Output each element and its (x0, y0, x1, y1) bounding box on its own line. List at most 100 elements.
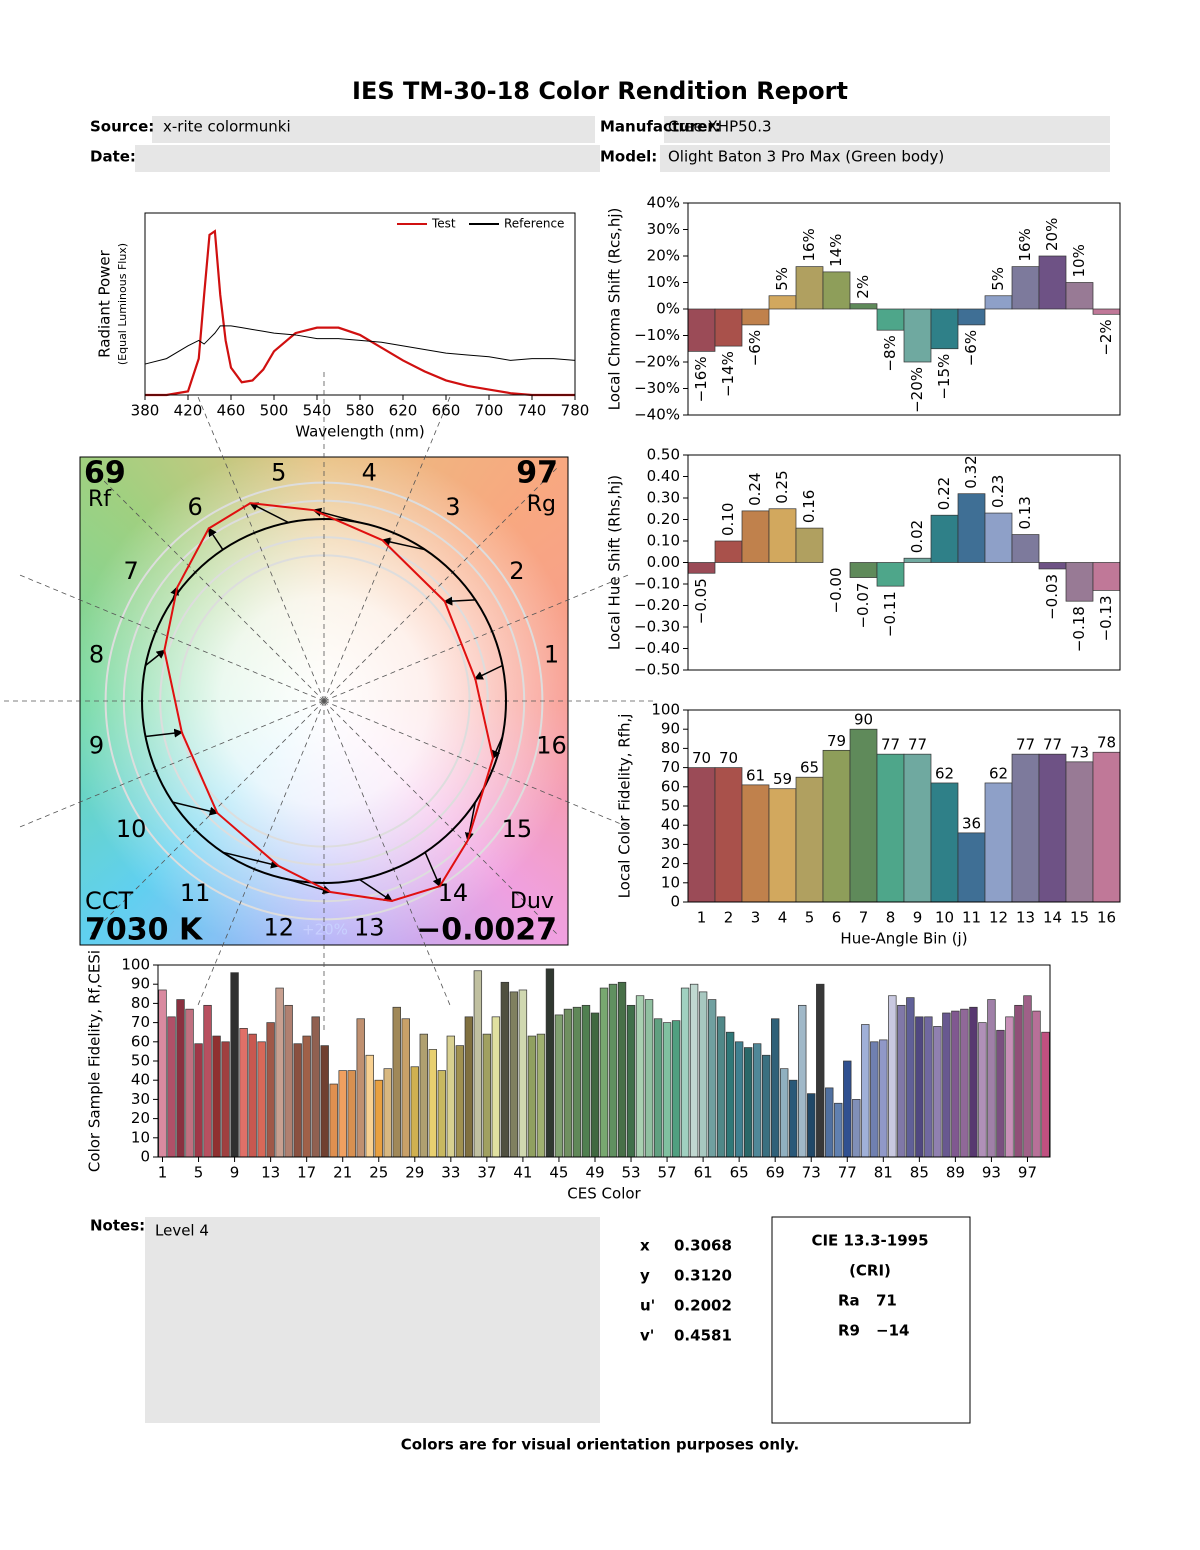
bar (903, 557, 932, 563)
bar (1005, 1016, 1014, 1158)
bar (383, 1068, 392, 1158)
field-label: Source: (90, 118, 154, 136)
x-tick-label: 14 (1043, 909, 1062, 927)
chroma-label: y (640, 1267, 650, 1285)
value-label: 77 (1016, 736, 1035, 754)
ring-label: +20% (302, 921, 348, 939)
x-tick-label: 11 (962, 909, 981, 927)
bar (714, 308, 743, 347)
y-tick-label: 40 (661, 816, 680, 834)
value-label: −0.11 (881, 591, 899, 637)
value-label: 59 (773, 770, 792, 788)
value-label: 61 (746, 766, 765, 784)
x-tick-label: 500 (260, 402, 289, 420)
bar (257, 1041, 266, 1158)
title: IES TM-30-18 Color Rendition Report (352, 77, 848, 105)
bin-number: 13 (354, 914, 385, 942)
bar (768, 508, 797, 563)
value-label: −0.03 (1043, 574, 1061, 620)
y-axis-label: Local Hue Shift (Rhs,hj) (606, 475, 624, 650)
shift-arrow (145, 649, 166, 667)
bar (789, 1079, 798, 1158)
bar (951, 1010, 960, 1158)
bar (822, 271, 851, 310)
bar (689, 983, 699, 1158)
bin-divider (323, 700, 630, 828)
bar (167, 1016, 176, 1158)
bar (984, 295, 1013, 310)
bar (401, 1018, 410, 1158)
bar (509, 991, 519, 1158)
bar (822, 749, 851, 903)
x-tick-label: 4 (778, 909, 788, 927)
y-tick-label: 70 (661, 758, 680, 776)
bar (1038, 255, 1067, 310)
bar (978, 1022, 987, 1158)
cri-value: −14 (876, 1322, 909, 1340)
x-tick-label: 8 (886, 909, 896, 927)
bar (302, 1035, 311, 1158)
bar (320, 1045, 329, 1158)
x-tick-label: 380 (131, 402, 160, 420)
y-tick-label: −0.40 (634, 639, 680, 657)
bar (446, 1035, 456, 1158)
shift-arrow (207, 527, 224, 551)
cct-value: 7030 K (85, 913, 204, 948)
bar (284, 1004, 293, 1158)
value-label: −0.07 (854, 583, 872, 629)
bar (185, 1008, 194, 1158)
notes-label: Notes: (90, 1217, 145, 1235)
value-label: 10% (1070, 244, 1088, 277)
x-tick-label: 9 (230, 1164, 240, 1182)
x-tick-label: 45 (549, 1164, 568, 1182)
bar (924, 1016, 933, 1158)
y-tick-label: 20 (131, 1109, 150, 1127)
test-polygon (163, 502, 494, 902)
bar (915, 1016, 924, 1158)
bar (933, 1026, 942, 1158)
value-label: 0.02 (908, 520, 926, 553)
x-tick-label: 5 (194, 1164, 204, 1182)
bar (311, 1016, 320, 1158)
field-label: Date: (90, 148, 136, 166)
y-tick-label: 20 (661, 854, 680, 872)
value-label: −0.00 (827, 568, 845, 614)
x-tick-label: 620 (389, 402, 418, 420)
bar (957, 493, 986, 563)
bar (741, 784, 770, 903)
bar (816, 983, 825, 1158)
bin-number: 1 (544, 641, 559, 669)
x-axis-label: Wavelength (nm) (295, 423, 425, 441)
value-label: −0.13 (1097, 595, 1115, 641)
line (144, 325, 576, 365)
value-label: 0.10 (719, 503, 737, 536)
line (145, 229, 575, 397)
y-tick-label: 40 (131, 1071, 150, 1089)
bar (266, 1022, 275, 1158)
value-label: 62 (935, 764, 954, 782)
bar (957, 308, 986, 326)
value-label: −6% (962, 330, 980, 366)
bar (545, 968, 555, 1158)
y-tick-label: −40% (634, 406, 680, 424)
bar (176, 999, 185, 1158)
shift-arrow (172, 801, 219, 816)
bar (897, 1004, 906, 1158)
x-tick-label: 65 (730, 1164, 749, 1182)
y-tick-label: 60 (661, 777, 680, 795)
value-label: 0.22 (935, 477, 953, 510)
x-tick-label: 5 (805, 909, 815, 927)
bar (849, 562, 878, 578)
bar (239, 1028, 248, 1158)
shift-arrow (288, 878, 332, 895)
x-tick-label: 1 (158, 1164, 168, 1182)
value-label: 16% (1016, 228, 1034, 261)
y-tick-label: −0.50 (634, 661, 680, 679)
y-tick-label: 100 (651, 701, 680, 719)
bar (768, 788, 797, 903)
bar (491, 1016, 501, 1158)
x-tick-label: 13 (1016, 909, 1035, 927)
chroma-label: x (640, 1237, 650, 1255)
bar (221, 1041, 230, 1158)
shift-arrow (381, 537, 426, 551)
